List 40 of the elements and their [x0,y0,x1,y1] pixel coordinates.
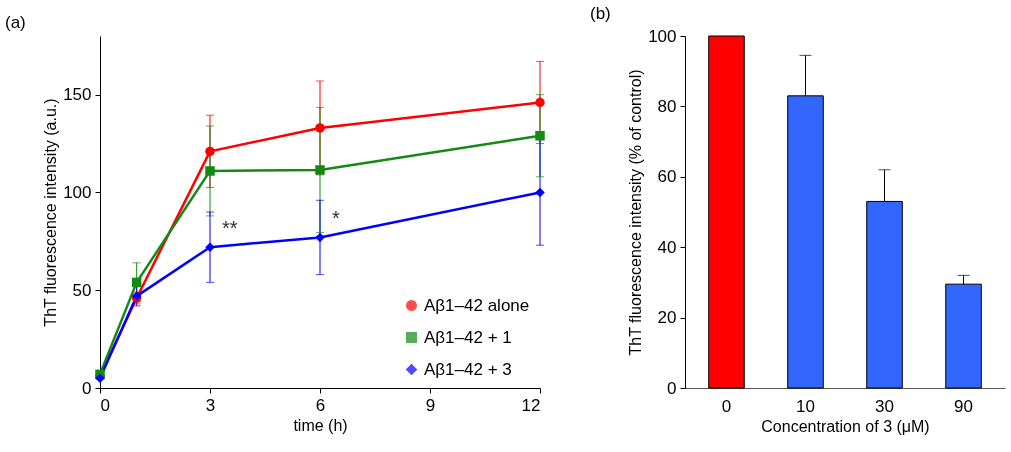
x-tick-label: 30 [875,396,894,416]
x-tick-label: 12 [521,395,541,415]
y-tick-label: 100 [648,26,677,46]
x-tick-label: 6 [315,395,326,415]
bar [708,35,745,389]
point [535,130,545,141]
x-tick-label: 9 [425,395,436,415]
y-axis-title: ThT fluorescence intensity (a.u.) [42,98,60,327]
annotation: ** [222,217,238,240]
chart-title: (a) [5,13,26,32]
point [205,146,215,157]
y-tick-label: 100 [63,182,92,202]
point [205,166,215,176]
x-tick-label: 0 [721,396,732,416]
point [535,187,545,198]
y-tick-label: 60 [657,167,677,187]
y-tick-label: 0 [667,378,677,398]
legend-label: Aβ1–42 + 3 [424,359,512,379]
chart-title: (b) [590,4,611,23]
point [131,277,142,288]
legend-label: Aβ1–42 alone [424,295,530,315]
point [315,123,325,133]
x-tick-label: 90 [954,396,973,416]
point [315,232,325,243]
x-tick-label: 3 [205,395,216,415]
x-tick-label: 10 [796,396,815,416]
y-tick-label: 150 [63,85,92,105]
y-tick-label: 50 [72,280,92,300]
x-axis-title: time (h) [293,416,348,434]
y-axis-title: ThT fluorescence intensity (% of control) [627,69,645,356]
x-tick-label: 0 [100,395,110,415]
y-tick-label: 80 [657,96,677,116]
y-tick-label: 0 [82,378,92,398]
legend-label: Aβ1–42 + 1 [424,327,512,347]
point [315,165,325,175]
x-axis-title: Concentration of 3 (μM) [761,417,930,435]
y-tick-label: 40 [657,237,677,257]
y-tick-label: 20 [657,308,677,328]
point [535,97,545,108]
annotation: * [332,207,340,230]
